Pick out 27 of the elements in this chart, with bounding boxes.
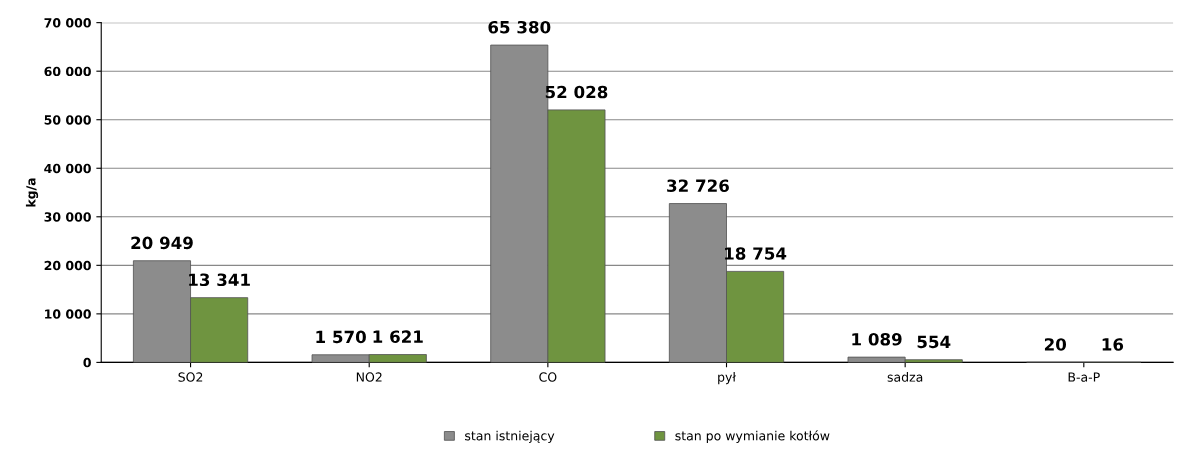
y-tick-label: 30 000 bbox=[44, 212, 91, 222]
x-tick-label: B-a-P bbox=[1068, 372, 1100, 382]
data-label: 32 726 bbox=[667, 179, 729, 192]
data-label: 1 089 bbox=[852, 332, 902, 346]
data-label: 52 028 bbox=[545, 85, 608, 99]
y-tick-label: 70 000 bbox=[44, 18, 91, 28]
x-tick-label: SO2 bbox=[178, 372, 203, 382]
y-axis-title: kg/a bbox=[25, 178, 39, 207]
data-label: 20 949 bbox=[131, 236, 193, 250]
y-tick-label: 40 000 bbox=[44, 163, 91, 174]
legend-label: stan istniejący bbox=[465, 430, 555, 443]
y-tick-label: 10 000 bbox=[45, 309, 91, 319]
data-label: 65 380 bbox=[488, 20, 551, 34]
legend-label: stan po wymianie kotłów bbox=[675, 430, 830, 443]
x-tick-label: pył bbox=[718, 372, 736, 385]
data-label: 1 570 bbox=[316, 330, 366, 344]
y-tick-label: 20 000 bbox=[44, 260, 91, 271]
y-tick-label: 60 000 bbox=[44, 66, 91, 77]
x-tick-label: NO2 bbox=[356, 372, 382, 382]
x-tick-label: sadza bbox=[887, 372, 923, 382]
data-label: 1 621 bbox=[373, 330, 423, 343]
x-tick-label: CO bbox=[539, 372, 557, 382]
data-label: 554 bbox=[917, 335, 951, 349]
y-tick-label: 0 bbox=[83, 357, 91, 368]
y-tick-label: 50 000 bbox=[44, 115, 91, 125]
data-label: 16 bbox=[1102, 338, 1124, 351]
data-label: 20 bbox=[1044, 338, 1067, 351]
